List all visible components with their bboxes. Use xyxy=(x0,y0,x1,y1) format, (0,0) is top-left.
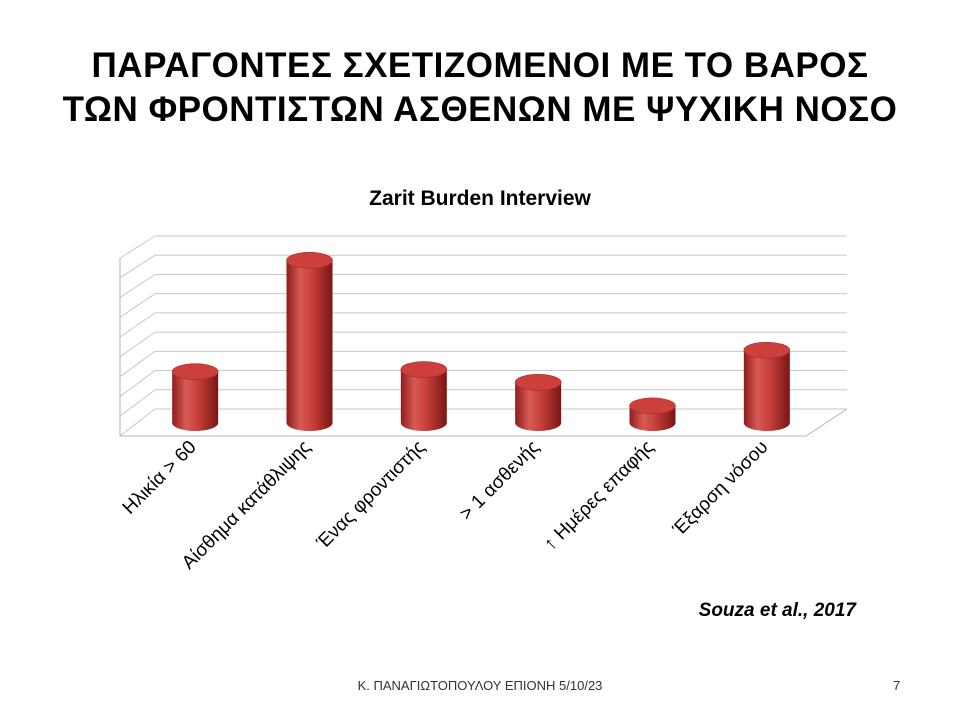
floor-right-edge xyxy=(805,408,848,437)
x-tick-label: Ένας φροντιστής xyxy=(312,437,429,554)
slide-title-line-2: ΤΩΝ ΦΡΟΝΤΙΣΤΩΝ ΑΣΘΕΝΩΝ ΜΕ ΨΥΧΙΚΗ ΝΟΣΟ xyxy=(62,90,898,129)
gridline-side xyxy=(119,370,156,397)
bar xyxy=(514,374,562,431)
bar-body xyxy=(400,369,447,431)
plot-frame xyxy=(119,235,848,437)
bar-top xyxy=(743,341,791,359)
footer-text: Κ. ΠΑΝΑΓΙΩΤΟΠΟΥΛΟΥ ΕΠΙΟΝΗ 5/10/23 xyxy=(357,678,603,693)
gridline-side xyxy=(119,312,156,338)
bar xyxy=(629,397,676,431)
bar-body xyxy=(515,382,562,431)
gridline-side xyxy=(119,350,156,378)
x-tick-label: Αίσθημα κατάθλιψης xyxy=(178,437,315,574)
bar-body xyxy=(286,260,333,431)
bar-top xyxy=(171,363,219,380)
bar-top xyxy=(514,374,562,391)
bar xyxy=(400,361,448,431)
gridline-side xyxy=(119,331,156,358)
gridline-side xyxy=(119,274,156,298)
gridline-side xyxy=(119,408,156,437)
slide-title-line-1: ΠΑΡΑΓΟΝΤΕΣ ΣΧΕΤΙΖΟΜΕΝΟΙ ΜΕ ΤΟ ΒΑΡΟΣ xyxy=(91,46,869,85)
x-tick-label: Ηλικία > 60 xyxy=(119,437,201,519)
x-tick-label: > 1 ασθενής xyxy=(456,437,544,525)
gridline-side xyxy=(119,254,156,279)
bar-top xyxy=(400,361,448,378)
bar-body xyxy=(172,371,219,431)
bar-body xyxy=(743,350,790,431)
bar xyxy=(171,363,219,431)
x-tick-label: Έξαρση νόσου xyxy=(668,437,772,541)
bar xyxy=(743,341,791,431)
source-citation: Souza et al., 2017 xyxy=(698,600,856,621)
bar-top xyxy=(286,252,333,269)
slide-title: ΠΑΡΑΓΟΝΤΕΣ ΣΧΕΤΙΖΟΜΕΝΟΙ ΜΕ ΤΟ ΒΑΡΟΣ ΤΩΝ … xyxy=(0,44,960,132)
gridline-side xyxy=(119,389,156,417)
gridline-side xyxy=(119,235,156,259)
chart-title: Zarit Burden Interview xyxy=(369,187,591,210)
gridline-side xyxy=(119,293,156,318)
bars xyxy=(171,252,791,431)
bar xyxy=(286,252,333,431)
x-tick-label: ↑ Ημέρες επαφής xyxy=(540,437,658,555)
page-number: 7 xyxy=(893,678,901,693)
bar-top xyxy=(629,397,676,415)
